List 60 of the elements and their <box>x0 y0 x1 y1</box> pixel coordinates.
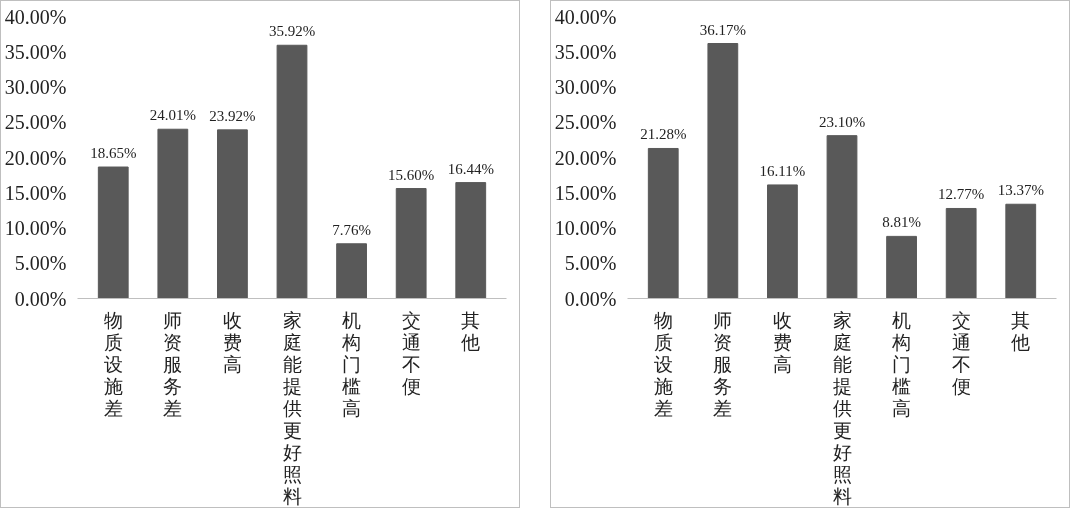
y-tick-label: 35.00% <box>554 40 617 63</box>
y-tick-label: 30.00% <box>4 76 67 98</box>
bar <box>97 166 129 299</box>
bar <box>945 207 977 299</box>
bar <box>276 44 308 299</box>
x-tick-label: 收费高 <box>222 309 242 375</box>
y-tick-label: 10.00% <box>4 217 67 239</box>
bar <box>336 243 367 299</box>
data-label: 36.17% <box>699 21 746 38</box>
y-tick-label: 10.00% <box>554 217 617 239</box>
bar <box>707 43 739 299</box>
bar <box>886 235 917 299</box>
y-tick-label: 5.00% <box>14 252 67 275</box>
y-tick-label: 20.00% <box>554 146 617 169</box>
bar <box>826 135 858 299</box>
y-tick-label: 5.00% <box>564 252 617 275</box>
x-tick-label: 师资服务差 <box>713 309 733 419</box>
data-label: 7.76% <box>332 221 371 238</box>
y-tick-label: 40.00% <box>554 5 617 28</box>
y-tick-label: 25.00% <box>554 111 617 134</box>
x-tick-label: 其他 <box>461 309 481 353</box>
data-label: 35.92% <box>268 23 316 40</box>
bar <box>217 129 248 299</box>
y-tick-label: 0.00% <box>14 287 67 310</box>
bar <box>455 182 487 299</box>
data-label: 18.65% <box>90 145 137 162</box>
y-tick-label: 30.00% <box>554 76 617 98</box>
x-tick-label: 机构门槛高 <box>341 309 362 419</box>
y-tick-label: 0.00% <box>564 287 617 310</box>
y-tick-label: 35.00% <box>4 40 67 63</box>
data-label: 15.60% <box>388 166 435 183</box>
data-label: 24.01% <box>149 107 196 124</box>
bar <box>395 188 427 299</box>
data-label: 23.10% <box>818 113 866 130</box>
y-tick-label: 20.00% <box>4 146 67 169</box>
bar <box>767 184 798 299</box>
data-label: 12.77% <box>938 186 985 203</box>
category-label: 家庭能提供更好照料 <box>282 309 302 507</box>
bar <box>157 128 189 299</box>
data-label: 13.37% <box>997 182 1044 199</box>
x-tick-label: 机构门槛高 <box>891 309 912 419</box>
y-tick-label: 40.00% <box>4 5 67 28</box>
data-label: 16.11% <box>759 162 806 179</box>
x-tick-label: 物质设施差 <box>103 309 123 419</box>
bar <box>1005 203 1037 299</box>
data-label: 21.28% <box>640 126 687 143</box>
x-tick-label: 交通不便 <box>401 309 421 397</box>
y-tick-label: 25.00% <box>4 111 67 134</box>
x-tick-label: 交通不便 <box>951 309 971 397</box>
bar <box>647 147 679 299</box>
category-label: 家庭能提供更好照料 <box>832 309 852 507</box>
data-label: 8.81% <box>882 214 921 231</box>
x-tick-label: 收费高 <box>772 309 792 375</box>
x-tick-label: 师资服务差 <box>163 309 183 419</box>
x-tick-label: 其他 <box>1011 309 1031 353</box>
y-tick-label: 15.00% <box>4 181 67 204</box>
y-tick-label: 15.00% <box>554 181 617 204</box>
data-label: 23.92% <box>209 107 256 124</box>
x-tick-label: 物质设施差 <box>653 309 673 419</box>
data-label: 16.44% <box>447 160 494 177</box>
